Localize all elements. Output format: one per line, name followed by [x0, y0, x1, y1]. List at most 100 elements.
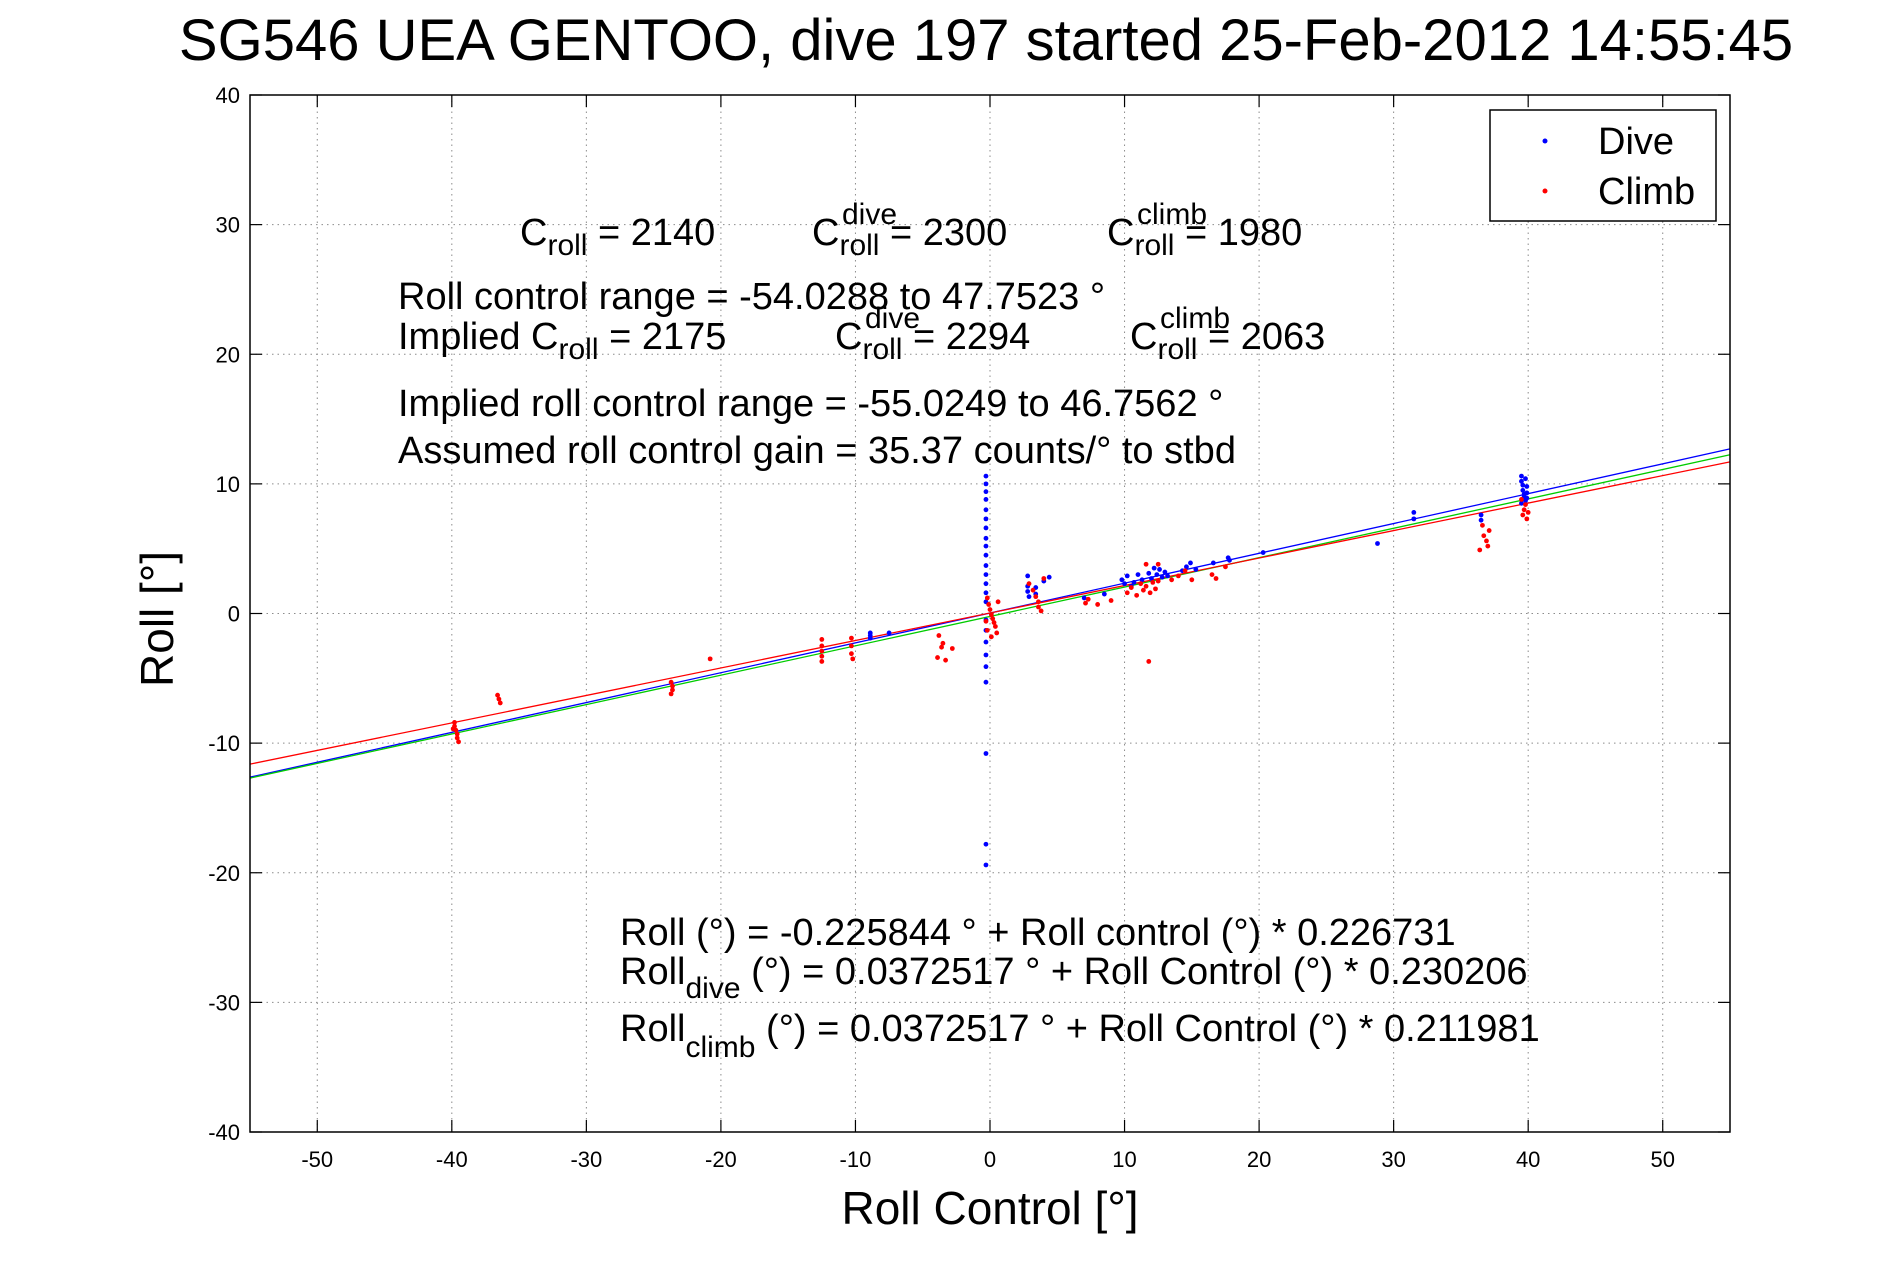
point-dive [1520, 487, 1526, 493]
point-climb [1524, 516, 1530, 522]
point-climb [994, 630, 1000, 636]
point-dive [1260, 550, 1266, 555]
point-dive [1375, 541, 1380, 546]
annotation-fit-climb: Rollclimb (°) = 0.0372517 ° + Roll Contr… [620, 1008, 1540, 1064]
point-dive [1411, 516, 1417, 522]
point-dive [983, 862, 989, 868]
annotation-roll-control-gain: Assumed roll control gain = 35.37 counts… [398, 430, 1236, 472]
point-climb [670, 687, 675, 693]
point-climb [1523, 502, 1528, 508]
legend-marker-dive [1542, 138, 1548, 144]
point-climb [450, 726, 456, 732]
annotation-implied-c-roll-dive: Croll = 2294 [835, 316, 1030, 366]
point-climb [983, 618, 989, 624]
point-climb [497, 700, 503, 706]
point-climb [849, 643, 854, 649]
y-tick-label: 30 [216, 213, 240, 238]
point-climb [1484, 538, 1489, 544]
point-dive [886, 630, 892, 636]
point-climb [1147, 590, 1153, 596]
series-dive [867, 473, 1530, 868]
annotation-c-roll-dive-sup: dive [842, 198, 897, 231]
x-tick-label: -10 [840, 1147, 872, 1172]
point-climb [707, 656, 713, 662]
point-climb [1095, 602, 1101, 607]
point-dive [1159, 574, 1165, 580]
x-tick-label: -50 [301, 1147, 333, 1172]
point-climb [452, 719, 457, 725]
point-climb [1209, 572, 1215, 578]
annotations: Croll = 2140 Croll = 2300 dive Croll = 1… [398, 198, 1540, 1064]
y-tick-label: -40 [208, 1120, 240, 1145]
y-axis-label: Roll [°] [131, 551, 183, 687]
point-dive [983, 751, 989, 756]
point-climb [454, 735, 460, 741]
point-dive [983, 679, 989, 685]
point-climb [1124, 590, 1130, 596]
point-dive [1210, 560, 1216, 566]
annotation-fit-all: Roll (°) = -0.225844 ° + Roll control (°… [620, 912, 1456, 954]
annotation-c-roll-dive: Croll = 2300 [812, 212, 1007, 262]
point-climb [988, 634, 994, 640]
point-climb [1085, 596, 1091, 602]
point-dive [983, 507, 989, 513]
y-tick-label: 20 [216, 342, 240, 367]
point-dive [1131, 579, 1137, 585]
x-tick-label: -20 [705, 1147, 737, 1172]
point-climb [995, 599, 1001, 605]
point-dive [1411, 509, 1417, 515]
point-climb [1138, 581, 1144, 587]
point-dive [983, 664, 989, 670]
point-climb [1143, 583, 1149, 589]
point-dive [1046, 574, 1052, 580]
point-climb [1036, 604, 1041, 610]
point-dive [1025, 589, 1031, 594]
point-climb [670, 683, 675, 689]
point-climb [991, 620, 997, 625]
point-climb [1143, 561, 1149, 567]
x-tick-label: 30 [1381, 1147, 1405, 1172]
point-climb [496, 696, 502, 702]
point-dive [1162, 569, 1168, 575]
legend-label-climb: Climb [1598, 171, 1695, 213]
point-climb [1477, 547, 1483, 553]
point-climb [1182, 568, 1188, 574]
point-climb [984, 627, 990, 633]
point-climb [819, 637, 825, 642]
legend-label-dive: Dive [1598, 121, 1674, 163]
point-dive [1524, 490, 1530, 496]
y-tick-label: -10 [208, 731, 240, 756]
point-climb [819, 659, 825, 664]
point-dive [983, 639, 989, 645]
axis-ticks: -50 -40 -30 -20 -10 0 10 20 30 40 50 -40 -30 -20 -10 0 1… [208, 83, 1730, 1172]
point-dive [1227, 557, 1232, 563]
point-climb [1041, 576, 1047, 581]
point-dive [1524, 495, 1530, 501]
point-climb [668, 691, 674, 697]
point-climb [1175, 573, 1181, 579]
point-climb [940, 640, 946, 646]
point-climb [1485, 543, 1491, 549]
point-climb [987, 607, 993, 613]
point-climb [819, 653, 825, 659]
point-dive [1139, 577, 1145, 583]
annotation-roll-control-range: Roll control range = -54.0288 to 47.7523… [398, 276, 1105, 318]
y-tick-label: 10 [216, 472, 240, 497]
point-climb [943, 657, 948, 663]
annotation-implied-c-roll: Implied Croll = 2175 [398, 316, 726, 366]
point-dive [1478, 512, 1484, 518]
point-dive [1119, 577, 1125, 583]
point-dive [1165, 573, 1170, 579]
point-dive [983, 516, 989, 522]
point-dive [1523, 476, 1528, 482]
point-dive [1519, 500, 1524, 506]
point-dive [1519, 478, 1524, 484]
x-tick-label: 40 [1516, 1147, 1540, 1172]
point-climb [668, 679, 674, 685]
point-climb [939, 644, 944, 650]
annotation-implied-roll-control-range: Implied roll control range = -55.0249 to… [398, 383, 1223, 425]
point-climb [935, 655, 940, 660]
point-dive [1124, 573, 1130, 579]
point-dive [1135, 572, 1141, 578]
point-climb [1481, 533, 1487, 539]
